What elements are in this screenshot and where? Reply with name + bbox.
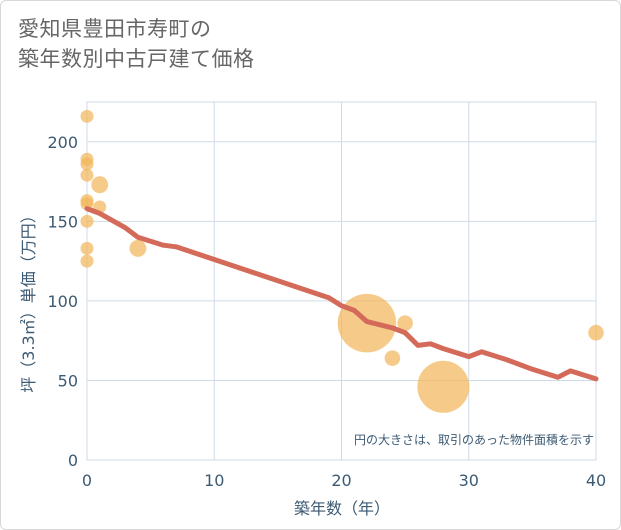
data-point bbox=[91, 176, 109, 194]
y-tick-label: 0 bbox=[68, 451, 78, 470]
data-point bbox=[80, 168, 94, 182]
x-tick-label: 10 bbox=[204, 471, 224, 490]
chart-annotation: 円の大きさは、取引のあった物件面積を示す bbox=[354, 432, 594, 447]
data-point bbox=[397, 315, 413, 331]
data-point bbox=[80, 157, 94, 171]
axis-ticks: 0 10 20 30 40 0 50 100 150 200 bbox=[47, 133, 606, 490]
data-point bbox=[80, 197, 94, 211]
y-tick-label: 200 bbox=[47, 133, 78, 152]
data-point bbox=[80, 241, 94, 255]
x-tick-label: 0 bbox=[82, 471, 92, 490]
y-tick-label: 50 bbox=[58, 371, 78, 390]
chart-title: 愛知県豊田市寿町の 築年数別中古戸建て価格 bbox=[18, 14, 255, 74]
trend-line-group bbox=[84, 206, 599, 382]
chart-title-line-2: 築年数別中古戸建て価格 bbox=[18, 47, 255, 71]
y-axis-label: 坪（3.3㎡）単価（万円） bbox=[19, 207, 38, 392]
x-axis-label: 築年数（年） bbox=[294, 499, 390, 518]
data-point bbox=[80, 109, 94, 123]
chart-title-line-1: 愛知県豊田市寿町の bbox=[18, 17, 212, 41]
data-point bbox=[417, 360, 470, 413]
data-point bbox=[80, 254, 94, 268]
data-point bbox=[129, 239, 147, 257]
trend-line bbox=[84, 206, 599, 382]
data-point bbox=[384, 350, 401, 366]
x-tick-label: 30 bbox=[459, 471, 479, 490]
grid-lines bbox=[86, 101, 597, 461]
data-point bbox=[588, 324, 604, 341]
y-tick-label: 150 bbox=[47, 212, 78, 231]
x-tick-label: 40 bbox=[586, 471, 606, 490]
x-tick-label: 20 bbox=[331, 471, 351, 490]
y-tick-label: 100 bbox=[47, 292, 78, 311]
data-point bbox=[80, 214, 94, 228]
